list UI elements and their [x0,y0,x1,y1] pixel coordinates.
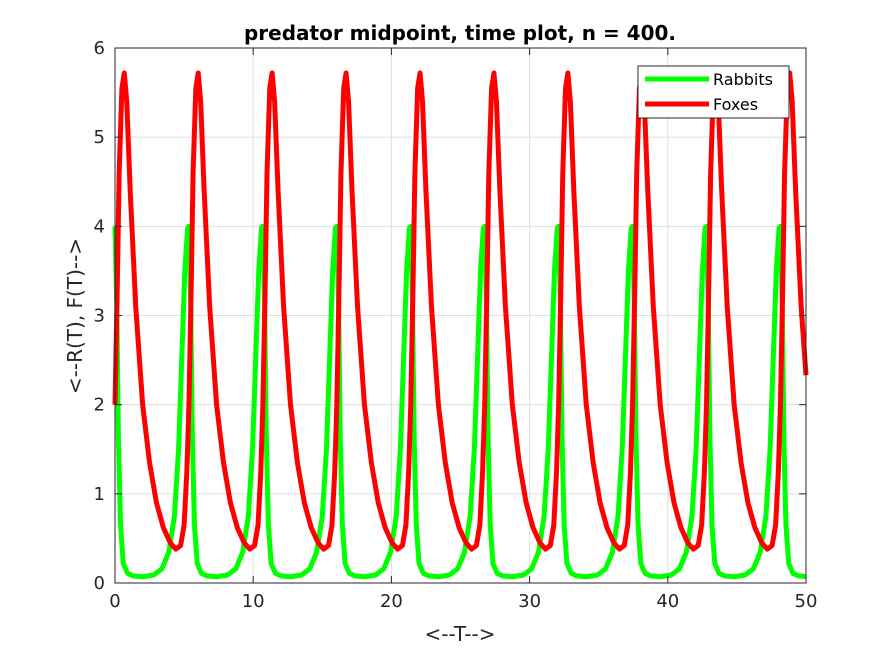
y-tick-label: 3 [94,306,105,327]
x-tick-label: 0 [109,591,120,612]
chart-title: predator midpoint, time plot, n = 400. [244,21,676,45]
x-tick-label: 50 [795,591,818,612]
tick-marks [114,47,807,584]
series-line-foxes [112,70,809,552]
x-axis-label: <--T--> [425,622,496,646]
legend: Rabbits Foxes [637,65,790,119]
tick-labels: 0 10 20 30 40 50 0 1 2 3 4 5 6 [94,38,818,612]
x-tick-label: 10 [242,591,265,612]
x-tick-label: 30 [518,591,541,612]
x-tick-label: 20 [380,591,403,612]
series-line-rabbits [112,223,807,580]
y-tick-label: 6 [94,38,105,59]
y-tick-label: 0 [94,573,105,594]
y-tick-label: 5 [94,127,105,148]
legend-label-foxes: Foxes [713,95,758,114]
y-tick-label: 2 [94,395,105,416]
legend-box [637,65,790,119]
y-tick-label: 1 [94,484,105,505]
legend-label-rabbits: Rabbits [713,70,773,89]
y-tick-label: 4 [94,216,105,237]
series-layer [112,70,809,580]
x-tick-label: 40 [656,591,679,612]
y-axis-label: <--R(T), F(T)--> [63,238,87,394]
